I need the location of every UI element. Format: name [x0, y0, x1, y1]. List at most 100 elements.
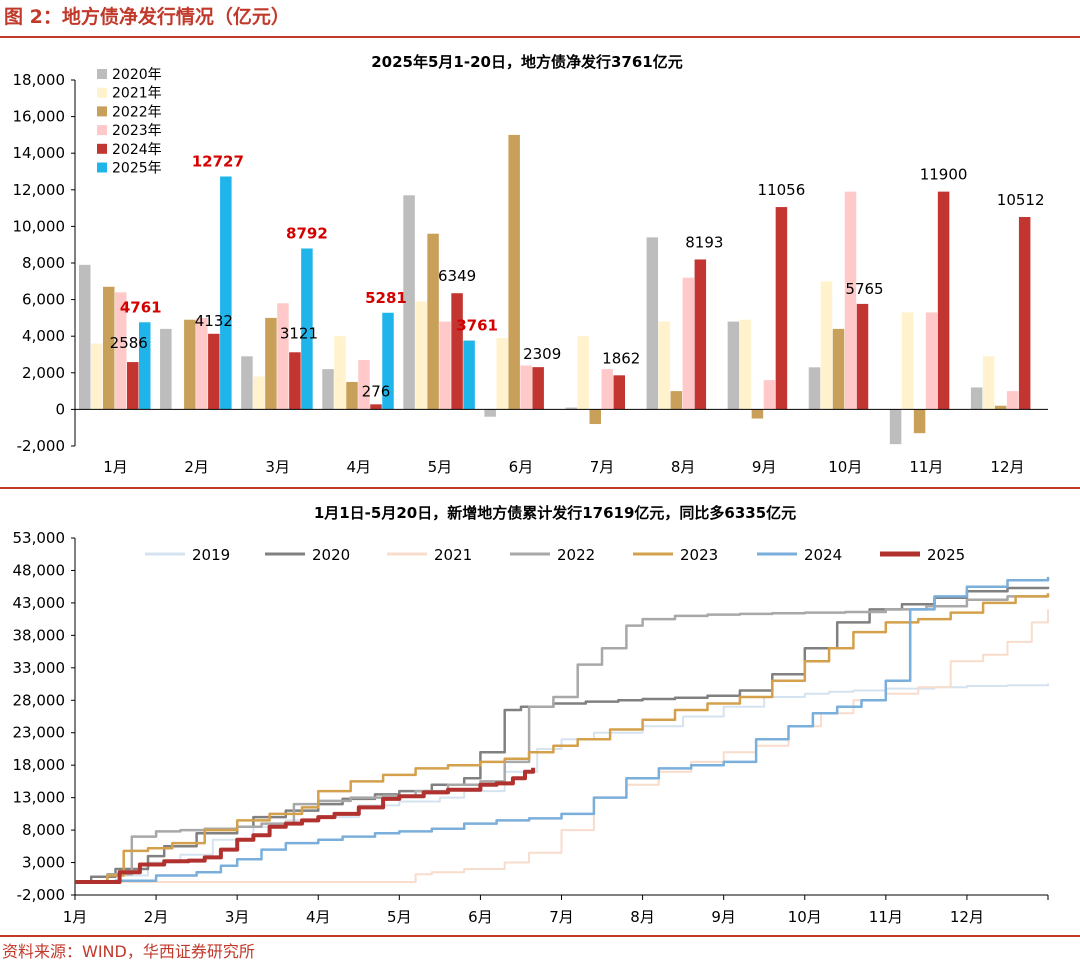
line-y-axis: -2,000 3,000 8,000 13,000 18,000 23,000 28,000…: [13, 529, 76, 904]
bar-mark: [91, 343, 103, 410]
figure-title: 图 2：地方债净发行情况（亿元）: [4, 6, 290, 28]
line-y-tick-label: 38,000: [13, 626, 66, 644]
bar-y-tick-label: 8,000: [22, 254, 65, 272]
line-x-tick-label: 12月: [950, 908, 984, 926]
bar-mark: [994, 405, 1007, 410]
bar-mark: [832, 328, 845, 410]
bar-mark: [346, 381, 358, 410]
line-legend-label: 2022: [557, 546, 595, 564]
bar-mark: [658, 321, 671, 410]
bar-y-axis: -2,000 0 2,000 4,000 6,000 8,000 10,000 12,000 1…: [13, 71, 76, 455]
bar-y-tick-label: 18,000: [13, 71, 66, 89]
bar-x-tick-label: 6月: [509, 458, 534, 476]
bar-x-tick-label: 11月: [909, 458, 943, 476]
bar-mark: [577, 336, 589, 410]
legend-label: 2025年: [112, 161, 162, 177]
bar-label-2025: 5281: [365, 289, 407, 307]
bar-label-2024: 11900: [920, 166, 968, 184]
bar-mark: [184, 319, 196, 410]
bar-chart: 2025年5月1-20日，地方债净发行3761亿元 -2,000 0 2,000 4,…: [13, 53, 1048, 476]
bar-x-tick-label: 9月: [752, 458, 777, 476]
bar-mark: [844, 191, 857, 410]
bar-mark: [532, 367, 544, 410]
bar-mark: [463, 340, 475, 410]
bar-y-tick-label: -2,000: [17, 437, 65, 455]
line-x-tick-label: 7月: [549, 908, 574, 926]
source-note: 资料来源：WIND，华西证券研究所: [2, 942, 255, 961]
bar-x-tick-label: 4月: [347, 458, 372, 476]
bar-mark: [127, 362, 139, 410]
bar-mark: [646, 237, 659, 410]
top-rule: [0, 36, 1080, 38]
line-x-tick-label: 5月: [387, 908, 412, 926]
bar-x-tick-label: 10月: [828, 458, 862, 476]
bar-mark: [139, 322, 151, 410]
line-y-tick-label: 33,000: [13, 659, 66, 677]
bar-label-2024: 2586: [110, 334, 148, 352]
line-chart-title: 1月1日-5月20日，新增地方债累计发行17619亿元，同比多6335亿元: [314, 504, 796, 522]
bar-x-tick-label: 8月: [671, 458, 696, 476]
bar-mark: [1006, 391, 1019, 410]
bar-mark: [289, 352, 301, 410]
line-y-tick-label: 13,000: [13, 789, 66, 807]
bar-mark: [496, 338, 508, 410]
line-legend: 2019 2020 2021 2022 2023 2024 2025: [145, 546, 965, 564]
bar-mark: [208, 333, 220, 410]
bar-mark: [727, 321, 740, 410]
bar-mark: [775, 207, 788, 410]
line-x-tick-label: 10月: [788, 908, 822, 926]
bar-mark: [439, 321, 451, 410]
bar-mark: [508, 134, 520, 410]
bar-label-2025: 12727: [192, 152, 244, 170]
bar-x-tick-label: 5月: [428, 458, 453, 476]
legend-swatch: [97, 87, 107, 98]
line-legend-label: 2024: [804, 546, 842, 564]
bar-mark: [301, 248, 313, 410]
bar-mark: [820, 281, 833, 410]
bar-label-2024: 1862: [602, 349, 640, 367]
line-x-tick-label: 8月: [630, 908, 655, 926]
bar-label-2024: 3121: [280, 324, 318, 342]
bar-mark: [694, 259, 707, 410]
line-series-2022: [75, 595, 1048, 884]
line-x-tick-label: 11月: [869, 908, 903, 926]
line-x-tick-label: 1月: [63, 908, 88, 926]
bar-legend: 2020年 2021年 2022年 2023年 2024年 2025年: [97, 67, 162, 177]
bar-mark: [253, 376, 265, 410]
line-y-tick-label: -2,000: [17, 886, 65, 904]
bar-label-2024: 5765: [845, 280, 883, 298]
bar-mark: [913, 409, 926, 434]
bar-label-2024: 10512: [997, 191, 1045, 209]
line-legend-label: 2019: [192, 546, 230, 564]
legend-label: 2022年: [112, 104, 162, 120]
line-x-tick-label: 9月: [711, 908, 736, 926]
bar-mark: [382, 312, 394, 410]
bar-chart-title: 2025年5月1-20日，地方债净发行3761亿元: [371, 53, 682, 71]
bar-mark: [763, 380, 776, 410]
bar-mark: [334, 336, 346, 410]
line-y-tick-label: 23,000: [13, 724, 66, 742]
bar-y-tick-label: 14,000: [13, 144, 66, 162]
middle-rule: [0, 487, 1080, 489]
bar-label-2024: 276: [362, 382, 391, 400]
line-legend-label: 2025: [927, 546, 965, 564]
bar-label-2025: 3761: [456, 317, 498, 335]
bar-y-tick-label: 12,000: [13, 181, 66, 199]
bar-mark: [808, 367, 821, 410]
line-y-tick-label: 8,000: [22, 821, 65, 839]
bar-mark: [451, 293, 463, 410]
line-series-2020: [75, 586, 1050, 884]
line-legend-label: 2023: [680, 546, 718, 564]
bar-mark: [277, 303, 289, 410]
line-x-tick-label: 2月: [144, 908, 169, 926]
line-y-tick-label: 43,000: [13, 594, 66, 612]
bar-mark: [739, 319, 752, 410]
line-y-tick-label: 18,000: [13, 756, 66, 774]
bar-mark: [1018, 217, 1031, 410]
bar-mark: [415, 301, 427, 410]
bar-label-2025: 4761: [120, 298, 162, 316]
bar-label-2024: 4132: [195, 312, 233, 330]
bottom-rule: [0, 935, 1080, 937]
bar-y-tick-label: 10,000: [13, 217, 66, 235]
bar-mark: [79, 264, 91, 410]
